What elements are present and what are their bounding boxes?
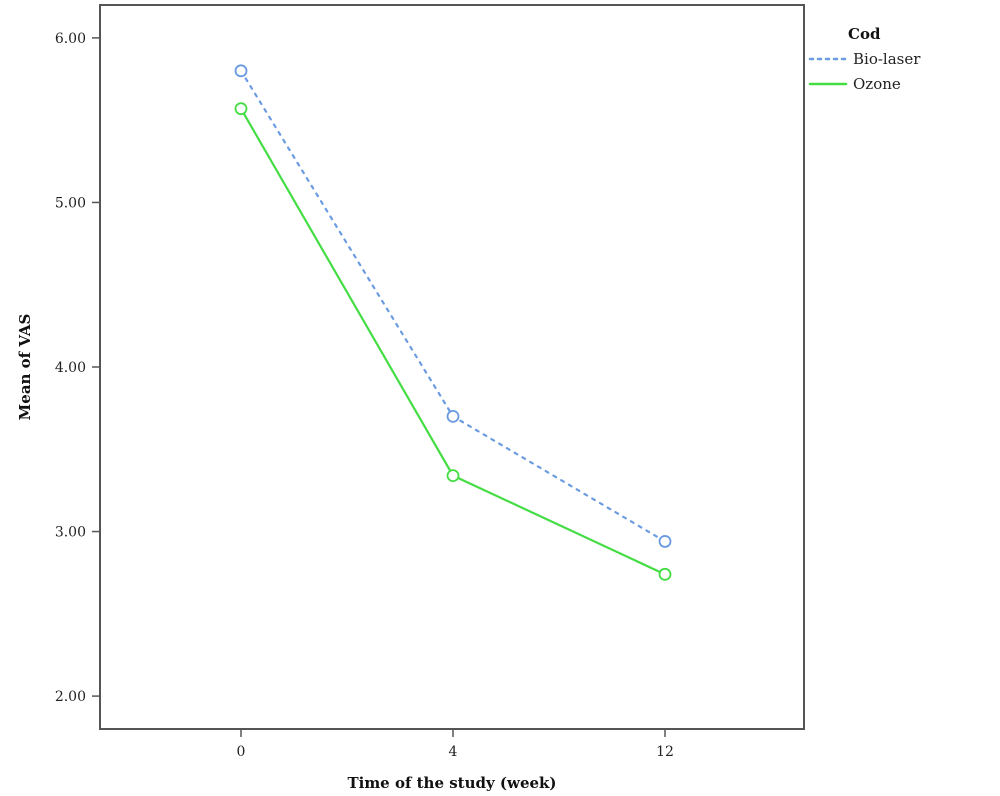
y-axis: 2.00 3.00 4.00 5.00 6.00 — [55, 31, 100, 705]
x-axis: 0 4 12 — [237, 729, 674, 760]
legend: Cod Bio-laser Ozone — [808, 25, 921, 93]
y-tick-label: 3.00 — [55, 525, 86, 541]
x-tick-label: 12 — [656, 744, 674, 760]
y-tick-label: 6.00 — [55, 31, 86, 47]
x-tick-label: 4 — [449, 744, 458, 760]
series-layer — [234, 64, 672, 581]
data-point-bio-laser — [658, 535, 672, 548]
data-point-ozone — [446, 469, 460, 483]
x-axis-title: Time of the study (week) — [347, 774, 556, 792]
legend-entry-label: Ozone — [853, 75, 901, 93]
data-point-ozone — [234, 102, 248, 116]
legend-entry-label: Bio-laser — [853, 50, 921, 68]
data-point-bio-laser — [446, 409, 460, 423]
y-tick-label: 2.00 — [55, 689, 86, 705]
x-tick-label: 0 — [237, 744, 246, 760]
y-tick-label: 5.00 — [55, 195, 86, 211]
plot-area — [99, 4, 805, 730]
data-point-bio-laser — [234, 64, 248, 78]
y-axis-title: Mean of VAS — [16, 314, 34, 421]
data-point-ozone — [658, 567, 672, 581]
y-tick-label: 4.00 — [55, 360, 86, 376]
legend-title: Cod — [848, 25, 881, 43]
